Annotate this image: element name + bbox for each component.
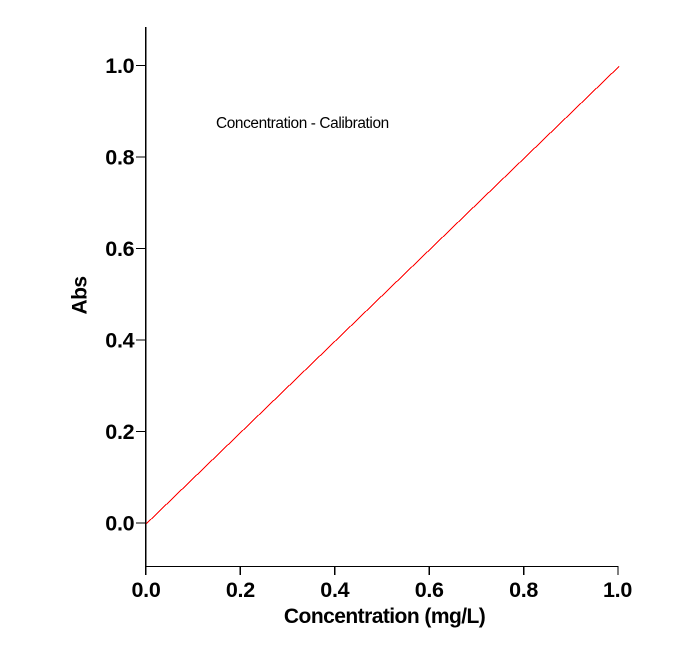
svg-text:1.0: 1.0 (603, 578, 632, 602)
svg-text:0.0: 0.0 (105, 512, 134, 536)
svg-text:0.4: 0.4 (105, 329, 134, 353)
svg-text:1.0: 1.0 (105, 54, 134, 78)
svg-text:Abs: Abs (69, 276, 92, 314)
svg-text:0.4: 0.4 (320, 578, 349, 602)
svg-text:Concentration (mg/L): Concentration (mg/L) (284, 605, 485, 628)
svg-text:0.6: 0.6 (105, 237, 134, 261)
svg-text:0.8: 0.8 (509, 578, 538, 602)
svg-text:0.0: 0.0 (132, 578, 161, 602)
svg-text:0.6: 0.6 (415, 578, 444, 602)
svg-text:0.8: 0.8 (105, 146, 134, 170)
svg-text:0.2: 0.2 (226, 578, 255, 602)
svg-text:0.2: 0.2 (105, 420, 134, 444)
svg-text:Concentration - Calibration: Concentration - Calibration (216, 115, 389, 132)
